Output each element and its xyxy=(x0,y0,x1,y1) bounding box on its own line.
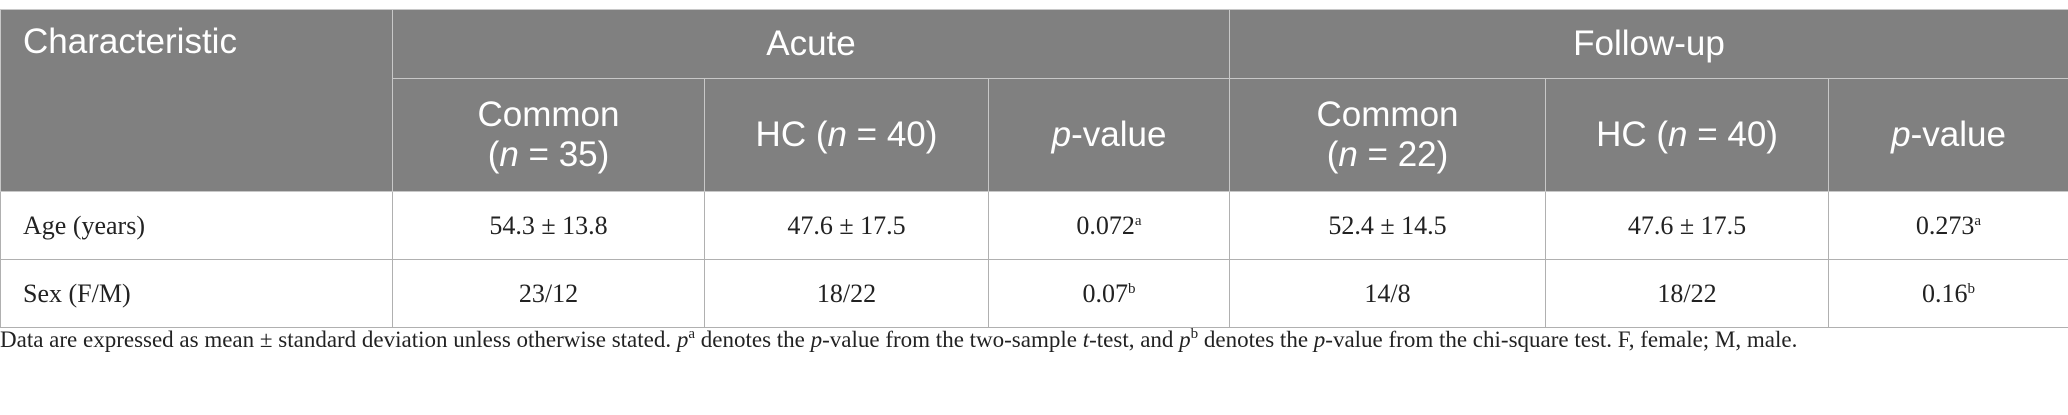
text-run: Age (years) xyxy=(23,210,145,240)
body-row: Age (years) 54.3 ± 13.8 47.6 ± 17.5 0.072a 5… xyxy=(0,191,2068,260)
header-line: HC (n = 40) xyxy=(1547,115,1827,155)
data-table: Characteristic Acute Follow-up Common (n = 3… xyxy=(0,9,2068,328)
footnote: Data are expressed as mean ± standard de… xyxy=(0,322,2060,358)
text-run: 0.273 xyxy=(1915,210,1975,240)
body-cell: 14/8 xyxy=(1229,259,1547,328)
body-row: Sex (F/M) 23/12 18/22 0.07b 14/8 18/22 0.16b xyxy=(0,259,2068,328)
text-run: 54.3 ± 13.8 xyxy=(489,210,608,240)
text-run: a xyxy=(688,326,696,342)
header-line: p-value xyxy=(990,115,1228,155)
header-cell: Follow-up xyxy=(1229,9,2068,79)
text-run: ( xyxy=(1326,135,1339,174)
text-run: = 35) xyxy=(518,135,610,174)
text-run: t xyxy=(1082,327,1090,352)
text-run: = 40) xyxy=(1687,115,1778,154)
text-run: 18/22 xyxy=(816,278,877,308)
text-run: -value from the two-sample xyxy=(822,327,1083,352)
text-run: -test, and xyxy=(1089,327,1180,352)
text-run: -value from the chi-square test. F, fema… xyxy=(1325,327,1798,352)
header-cell: Common (n = 35) xyxy=(392,78,705,192)
text-run: HC ( xyxy=(1596,115,1668,154)
text-run: n xyxy=(499,135,519,174)
text-run: Common xyxy=(1316,95,1459,134)
body-cell: 0.072a xyxy=(987,191,1231,260)
body-cell: Sex (F/M) xyxy=(0,259,393,328)
body-cell: 23/12 xyxy=(392,259,705,328)
text-run: Common xyxy=(477,95,620,134)
text-run: p xyxy=(1313,327,1326,352)
text-run: 18/22 xyxy=(1657,278,1717,308)
text-run: Acute xyxy=(766,24,856,63)
header-line: (n = 22) xyxy=(1231,135,1544,175)
text-run: 14/8 xyxy=(1364,278,1411,308)
body-cell: 0.16b xyxy=(1828,259,2068,328)
text-run: = 22) xyxy=(1357,135,1449,174)
header-line: (n = 35) xyxy=(394,135,703,175)
text-run: n xyxy=(1338,135,1358,174)
body-cell: 18/22 xyxy=(704,259,989,328)
text-run: Characteristic xyxy=(23,22,237,61)
header-line: Acute xyxy=(394,24,1228,64)
text-run: b xyxy=(1128,280,1136,297)
text-run: a xyxy=(1974,212,1982,229)
text-run: b xyxy=(1967,280,1976,297)
body-cell: 0.273a xyxy=(1828,191,2068,260)
body-cell: 52.4 ± 14.5 xyxy=(1229,191,1547,260)
text-run: = 40) xyxy=(846,115,938,154)
text-run: 47.6 ± 17.5 xyxy=(787,210,906,240)
header-line: Characteristic xyxy=(23,22,392,62)
text-run: p xyxy=(810,327,823,352)
text-run: 52.4 ± 14.5 xyxy=(1328,210,1447,240)
header-cell: Common (n = 22) xyxy=(1229,78,1547,192)
text-run: Data are expressed as mean ± standard de… xyxy=(0,327,677,352)
header-cell: HC (n = 40) xyxy=(1545,78,1830,192)
text-run: 0.07 xyxy=(1082,278,1129,308)
text-run: -value xyxy=(1071,115,1167,154)
text-run: denotes the xyxy=(1198,327,1314,352)
text-run: Follow-up xyxy=(1573,24,1725,63)
header-line: Common xyxy=(1231,95,1544,135)
text-run: n xyxy=(827,115,847,154)
header-cell: Acute xyxy=(391,9,1231,79)
text-run: p xyxy=(1051,115,1072,154)
text-run: 0.072 xyxy=(1076,210,1135,240)
body-cell: 47.6 ± 17.5 xyxy=(704,191,989,260)
body-cell: 18/22 xyxy=(1545,259,1830,328)
text-run: HC ( xyxy=(755,115,828,154)
text-run: n xyxy=(1668,115,1688,154)
body-cell: 0.07b xyxy=(987,259,1231,328)
body-cell: Age (years) xyxy=(0,191,393,260)
body-cell: 54.3 ± 13.8 xyxy=(392,191,705,260)
text-run: ( xyxy=(487,135,500,174)
header-line: HC (n = 40) xyxy=(706,115,987,155)
text-run: denotes the xyxy=(695,327,811,352)
text-run: a xyxy=(1134,212,1142,229)
header-cell: Characteristic xyxy=(0,9,393,192)
text-run: p xyxy=(1891,115,1911,154)
header-cell: p-value xyxy=(1828,78,2068,192)
text-run: p xyxy=(676,327,689,352)
header-line: Follow-up xyxy=(1231,24,2067,64)
body-cell: 47.6 ± 17.5 xyxy=(1545,191,1830,260)
header-line: Common xyxy=(394,95,703,135)
header-row: Common (n = 35) HC (n = 40) p-value Common (n… xyxy=(1,78,2068,192)
text-run: b xyxy=(1190,326,1199,342)
text-run: p xyxy=(1179,327,1191,352)
text-run: Sex (F/M) xyxy=(23,278,131,308)
header-cell: HC (n = 40) xyxy=(704,78,989,192)
text-run: 23/12 xyxy=(518,278,579,308)
header-row: Characteristic Acute Follow-up xyxy=(0,9,2068,192)
header-line: p-value xyxy=(1830,115,2067,155)
text-run: 47.6 ± 17.5 xyxy=(1627,210,1747,240)
text-run: -value xyxy=(1910,115,2006,154)
text-run: 0.16 xyxy=(1922,278,1968,308)
header-cell: p-value xyxy=(987,78,1231,192)
